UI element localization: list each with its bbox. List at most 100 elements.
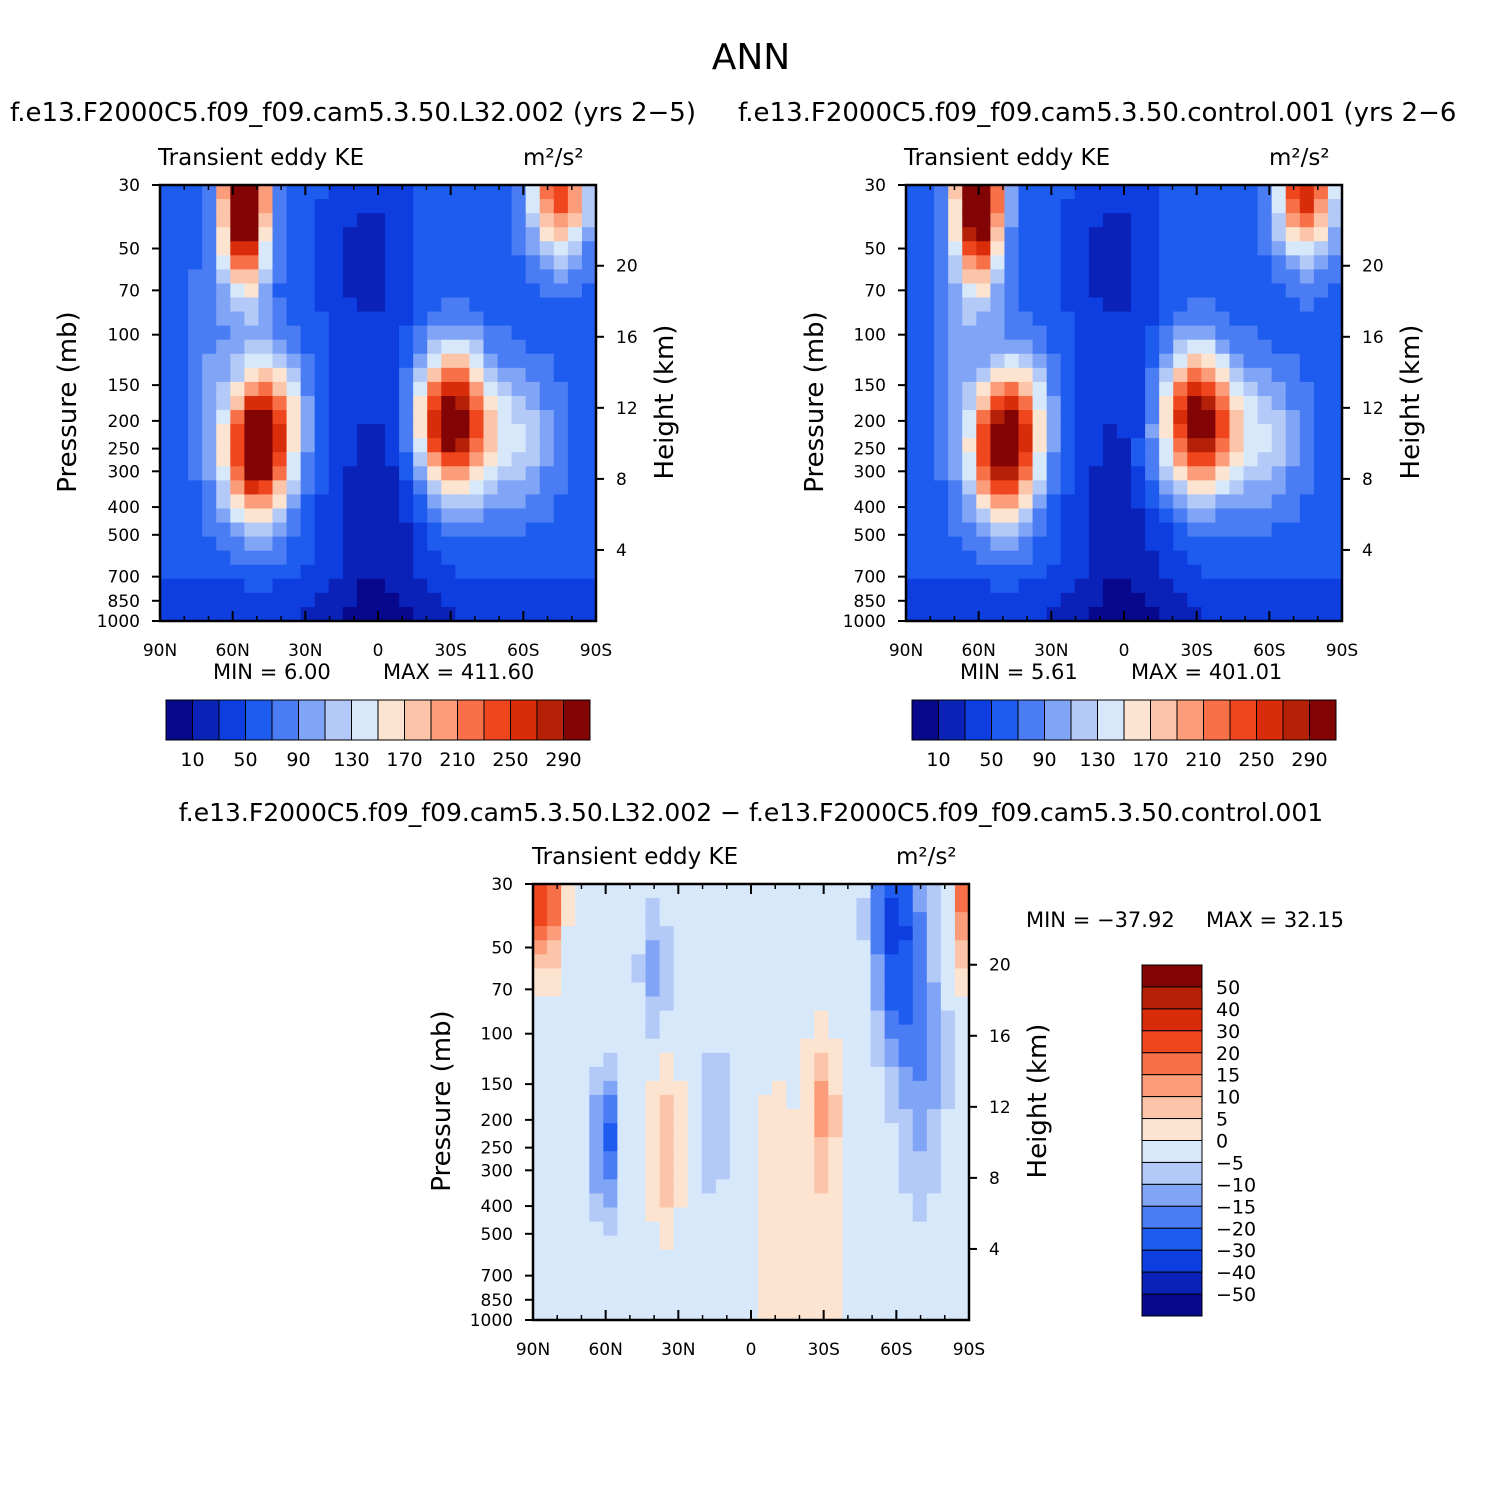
contour-cell	[1327, 297, 1343, 313]
contour-cell	[1243, 438, 1259, 453]
contour-cell	[617, 1094, 633, 1110]
contour-cell	[912, 1123, 928, 1138]
contour-cell	[926, 1010, 942, 1026]
contour-cell	[990, 325, 1006, 341]
contour-cell	[976, 522, 991, 538]
contour-cell	[1327, 452, 1343, 467]
contour-cell	[300, 424, 316, 439]
contour-cell	[427, 480, 442, 496]
contour-cell	[413, 606, 428, 622]
contour-cell	[934, 241, 949, 256]
contour-cell	[547, 1291, 562, 1307]
contour-cell	[1131, 536, 1146, 552]
contour-cell	[1229, 199, 1245, 214]
contour-cell	[272, 536, 288, 552]
contour-cell	[160, 381, 175, 397]
contour-cell	[575, 1052, 590, 1068]
contour-cell	[842, 1094, 858, 1110]
contour-cell	[701, 898, 717, 913]
contour-cell	[715, 1235, 731, 1251]
contour-cell	[842, 1305, 858, 1321]
contour-cell	[1074, 508, 1090, 524]
contour-cell	[1187, 325, 1202, 341]
contour-cell	[1243, 283, 1259, 299]
pressure-tick-label: 400	[481, 1197, 513, 1217]
contour-cell	[1159, 255, 1174, 270]
contour-cell	[1271, 508, 1287, 524]
contour-cell	[715, 1038, 731, 1054]
colorbar-swatch	[911, 699, 939, 741]
contour-cell	[258, 199, 274, 214]
contour-cell	[786, 884, 801, 899]
contour-cell	[1313, 283, 1329, 299]
contour-cell	[715, 1263, 731, 1279]
contour-cell	[954, 1165, 970, 1180]
contour-cell	[547, 1221, 562, 1237]
contour-cell	[575, 1038, 590, 1054]
contour-cell	[898, 940, 914, 955]
contour-cell	[370, 367, 386, 383]
contour-cell	[483, 367, 499, 383]
colorbar-swatch	[1017, 699, 1045, 741]
contour-cell	[356, 550, 372, 566]
contour-cell	[912, 912, 928, 927]
contour-cell	[174, 424, 189, 439]
contour-cell	[673, 954, 689, 969]
contour-cell	[948, 536, 963, 552]
contour-cell	[715, 954, 731, 969]
contour-cell	[216, 438, 231, 453]
colorbar-label: 15	[1216, 1065, 1240, 1087]
contour-cell	[202, 255, 217, 270]
contour-cell	[772, 1151, 787, 1166]
contour-cell	[1074, 438, 1090, 453]
contour-cell	[561, 898, 576, 913]
colorbar-swatch	[1141, 1074, 1203, 1098]
contour-cell	[1187, 227, 1202, 242]
contour-cell	[328, 550, 344, 566]
contour-cell	[1060, 536, 1076, 552]
contour-cell	[244, 536, 260, 552]
contour-cell	[286, 311, 302, 327]
contour-cell	[328, 325, 344, 341]
contour-cell	[328, 283, 344, 299]
contour-cell	[631, 912, 647, 927]
contour-cell	[300, 199, 316, 214]
contour-cell	[469, 508, 485, 524]
contour-cell	[1145, 325, 1160, 341]
contour-cell	[1032, 311, 1048, 327]
contour-cell	[906, 466, 921, 481]
contour-cell	[729, 954, 745, 969]
contour-cell	[188, 452, 203, 467]
colorbar-label: 170	[386, 749, 422, 771]
contour-cell	[687, 1151, 703, 1166]
contour-cell	[673, 1024, 689, 1040]
contour-cell	[1285, 353, 1301, 369]
contour-cell	[715, 968, 731, 984]
contour-cell	[715, 1221, 731, 1237]
contour-cell	[1060, 381, 1076, 397]
contour-cell	[743, 1179, 759, 1195]
contour-cell	[758, 1038, 773, 1054]
contour-cell	[469, 185, 485, 200]
contour-cell	[244, 480, 260, 496]
contour-cell	[202, 550, 217, 566]
contour-cell	[603, 1080, 618, 1096]
height-tick-label: 12	[989, 1098, 1011, 1118]
contour-cell	[427, 410, 442, 425]
contour-cell	[884, 1151, 900, 1166]
contour-cell	[553, 227, 569, 242]
contour-cell	[1201, 367, 1217, 383]
contour-cell	[603, 1094, 618, 1110]
contour-cell	[539, 185, 555, 200]
contour-cell	[455, 466, 471, 481]
contour-cell	[701, 1263, 717, 1279]
contour-cell	[603, 1066, 618, 1082]
contour-cell	[1004, 606, 1020, 622]
contour-cell	[589, 1080, 604, 1096]
contour-cell	[561, 982, 576, 998]
contour-cell	[954, 926, 970, 941]
contour-cell	[469, 283, 485, 299]
contour-cell	[244, 255, 260, 270]
contour-cell	[1285, 367, 1301, 383]
contour-cell	[1285, 536, 1301, 552]
